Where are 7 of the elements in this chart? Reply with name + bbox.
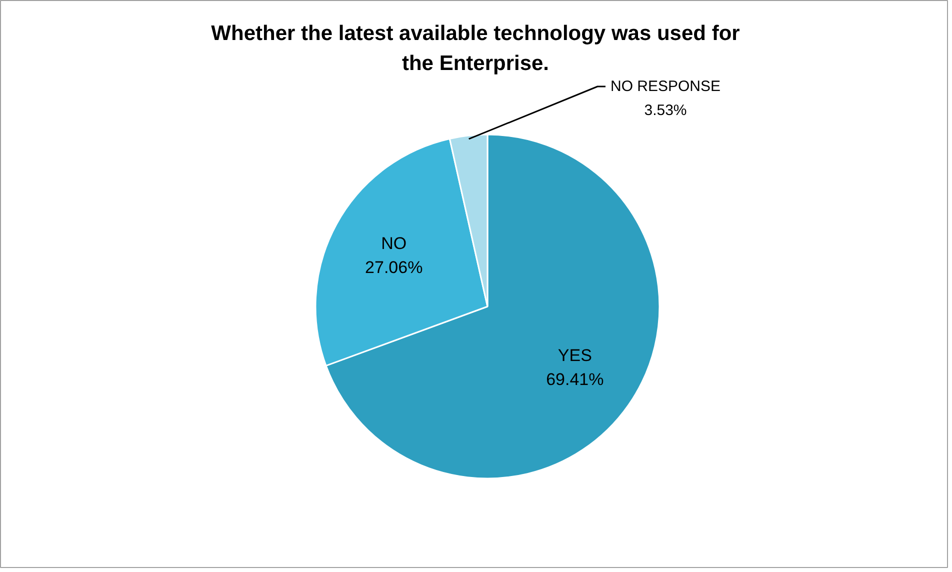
data-label: 3.53% [644,102,687,119]
slice-label: YES [558,346,592,366]
slice-label: NO RESPONSE [610,78,721,95]
slice-label: NO [381,234,407,253]
chart-title: Whether the latest available technology was used for the Enterprise. [211,22,740,75]
data-label: 27.06% [365,258,423,277]
data-label: 69.41% [546,370,604,390]
